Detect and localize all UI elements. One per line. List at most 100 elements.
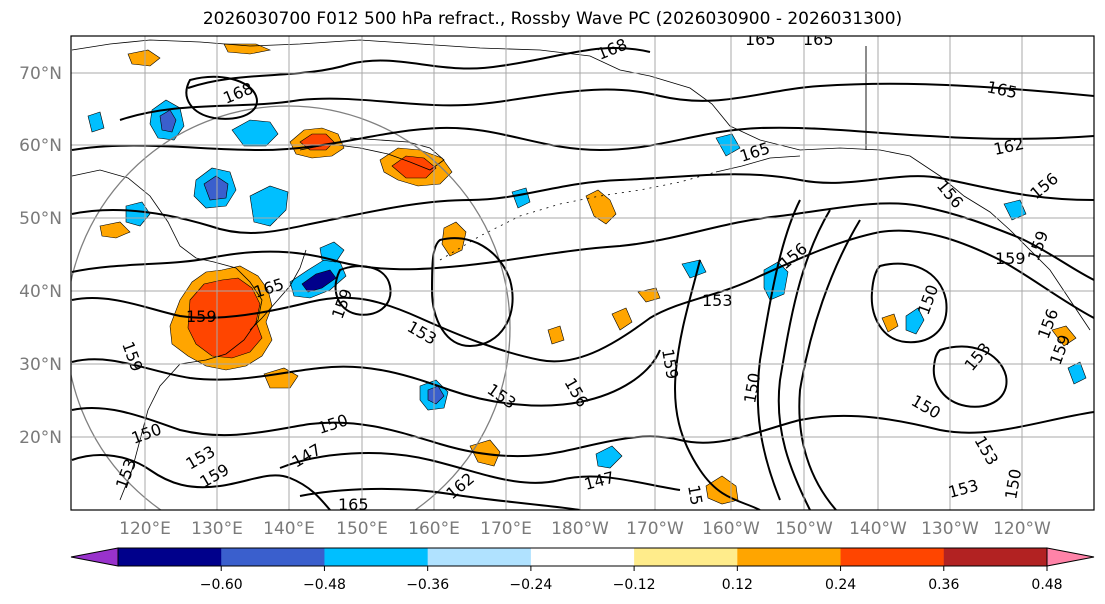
lon-label-120w: 120°W [993,519,1051,539]
colorbar-tick-label: 0.12 [722,577,753,593]
colorbar-tick-label: −0.60 [200,577,243,593]
contour-165-south [299,487,581,510]
contour-label: 165 [803,30,834,49]
orange-anomaly-sea-7 [223,43,272,55]
colorbar-segment [221,548,325,566]
coastline-alaska [649,75,1091,331]
lon-label-150w: 150°W [775,519,833,539]
contour-168-north [187,46,651,89]
colorbar: −0.60 −0.48 −0.36 −0.24 −0.12 0.12 0.24 0.36 0.4… [70,547,1095,593]
projection-circle [71,105,511,510]
contour-156-jet [71,202,1094,281]
contour-165-north [119,82,1094,121]
red-anomaly-okhotsk [391,155,437,179]
colorbar-left-outline [70,547,119,567]
lat-label-20n: 20°N [19,428,62,448]
contour-closed-arctic [185,75,258,120]
contour-closed-alaska-east [870,262,948,344]
negative-anomaly-pacific-5 [595,445,623,469]
longitude-labels: 120°E 130°E 140°E 150°E 160°E 170°E 180°… [119,519,1051,539]
orange-anomaly-sea-5 [611,307,633,331]
contour-150-sw [71,454,331,510]
colorbar-segment [427,548,532,566]
colorbar-segment [634,548,738,566]
contour-162-upper [71,126,1094,152]
negative-anomaly-pacific-9 [87,111,105,133]
colorbar-extend-left [71,548,118,566]
lat-label-50n: 50°N [19,209,62,229]
contour-150-trough [756,199,801,501]
lon-label-140e: 140°E [263,519,315,539]
lon-label-180w: 180°W [551,519,609,539]
lon-label-150e: 150°E [336,519,388,539]
contour-label: 165 [338,495,369,514]
lon-label-130e: 130°E [191,519,243,539]
colorbar-segment [118,548,222,566]
lon-label-170e: 170°E [480,519,532,539]
negative-anomaly-pacific-8 [1003,199,1027,221]
lon-label-160e: 160°E [408,519,460,539]
contour-156-trough [798,219,861,510]
orange-anomaly-sea-8 [1051,325,1077,347]
lat-label-60n: 60°N [19,136,62,156]
lon-label-170w: 170°W [626,519,684,539]
colorbar-segment [530,548,635,566]
colorbar-tick-label: −0.12 [613,577,656,593]
contour-closed-kurils [334,265,392,316]
negative-anomaly-pacific-4 [681,259,707,279]
orange-anomaly-sea-6 [99,221,131,239]
map-title: 2026030700 F012 500 hPa refract., Rossby… [202,9,903,29]
colorbar-tick-label: 0.36 [928,577,959,593]
colorbar-tick-label: 0.48 [1031,577,1062,593]
contour-153-trough [777,209,831,510]
lon-label-140w: 140°W [849,519,907,539]
negative-anomaly-pacific-3 [905,307,925,335]
colorbar-segment [840,548,945,566]
colorbar-segments [118,548,1048,566]
colorbar-ticks: −0.60 −0.48 −0.36 −0.24 −0.12 0.12 0.24 0.36 0.4… [200,566,1063,593]
strong-anomaly-japan [187,277,263,359]
negative-anomaly-siberia-3 [231,119,279,147]
coastline-layer [71,39,1094,501]
colorbar-tick-label: −0.48 [303,577,346,593]
orange-anomaly-alaska-gulf [585,189,617,225]
colorbar-extend-right [1047,548,1094,566]
contour-closed-north-pacific [430,237,514,348]
map-panel: 168 165 165 165 168 162 165 156 159 156 … [71,30,1094,514]
colorbar-tick-label: −0.24 [509,577,552,593]
colorbar-segment [737,548,842,566]
lon-label-120e: 120°E [119,519,171,539]
coastline-kamchatka [299,137,445,171]
contour-label: 153 [702,291,733,310]
contour-label: 15 [684,483,706,506]
graticule-layer [71,36,1094,510]
coastline-siberia-north [71,39,651,77]
contour-159-upper [71,173,1094,235]
contour-closed-east [932,345,1008,408]
map-frame [70,35,1095,511]
coastline-alaska-peninsula [715,155,801,173]
latitude-labels: 70°N 60°N 50°N 40°N 30°N 20°N [19,64,62,448]
negative-anomaly-pacific-1-core [427,385,445,405]
lon-label-130w: 130°W [921,519,979,539]
coastline-asia [71,169,263,501]
colorbar-tick-label: 0.24 [825,577,856,593]
lat-label-30n: 30°N [19,355,62,375]
contour-147-south [279,452,681,491]
contour-layer [71,46,1094,510]
orange-anomaly-sea-4 [881,313,899,333]
contour-153-mid [71,349,661,407]
colorbar-right-outline [1046,547,1095,567]
contour-label: 165 [745,30,776,49]
negative-anomaly-siberia-4 [249,185,289,227]
contour-153-jet [71,229,1094,363]
colorbar-tick-label: −0.36 [406,577,449,593]
coastline-japan [249,249,307,331]
lat-label-70n: 70°N [19,64,62,84]
lat-label-40n: 40°N [19,282,62,302]
contour-150-mid [71,407,1094,458]
negative-anomaly-siberia-2-core [203,175,229,201]
colorbar-segment [943,548,1048,566]
negative-anomaly-siberia-1-core [159,109,177,133]
